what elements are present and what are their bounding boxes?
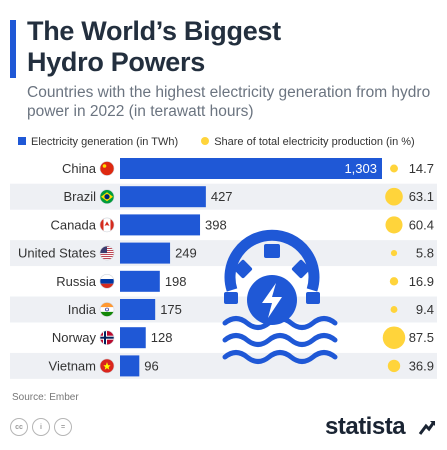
china-flag-icon — [99, 161, 115, 176]
share-value-label: 9.4 — [416, 302, 434, 317]
share-value-label: 5.8 — [416, 246, 434, 261]
row-band — [10, 240, 437, 267]
chart-title: The World’s Biggest Hydro Powers — [27, 16, 281, 78]
category-label: United States — [18, 246, 97, 261]
statista-logo-icon — [418, 421, 436, 435]
share-value-label: 63.1 — [409, 189, 434, 204]
vietnam-flag-icon — [99, 358, 115, 374]
generation-bar — [120, 327, 146, 349]
india-flag-icon — [99, 302, 115, 317]
generation-value-label: 128 — [151, 330, 173, 345]
generation-bar — [120, 158, 382, 179]
category-label: Russia — [56, 274, 97, 289]
share-dot — [390, 164, 398, 173]
attribution-icon[interactable]: i — [32, 418, 50, 436]
legend-bar-label: Electricity generation (in TWh) — [31, 136, 179, 148]
cc-icon[interactable]: cc — [10, 418, 28, 436]
no-derivatives-icon[interactable]: = — [54, 418, 72, 436]
bar-row-canada: Canada 398 60.4 — [50, 214, 434, 236]
source-note: Source: Ember — [12, 392, 79, 403]
generation-bar — [120, 186, 206, 208]
bar-row-united-states: United States 249 5.8 — [18, 242, 434, 264]
category-label: Vietnam — [49, 358, 96, 373]
generation-value-label: 398 — [205, 217, 227, 232]
category-label: Canada — [50, 217, 96, 232]
brand-logo[interactable]: statista — [325, 413, 406, 440]
bar-row-india: India 175 9.4 — [68, 299, 434, 320]
category-label: Norway — [52, 330, 97, 345]
hydro-power-icon — [222, 229, 338, 364]
chart-subtitle: Countries with the highest electricity g… — [27, 84, 431, 120]
share-value-label: 36.9 — [409, 358, 434, 373]
share-dot — [390, 306, 398, 313]
generation-value-label: 427 — [211, 189, 233, 204]
share-dot — [387, 359, 401, 373]
category-label: China — [62, 161, 97, 176]
bar-row-brazil: Brazil 427 63.1 — [63, 186, 434, 208]
legend-bar-swatch — [18, 137, 26, 145]
share-dot — [389, 277, 399, 286]
title-line-2: Hydro Powers — [27, 47, 205, 77]
brazil-flag-icon — [99, 189, 115, 204]
generation-bar — [120, 270, 160, 292]
category-label: India — [68, 302, 97, 317]
canada-flag-icon — [99, 217, 115, 233]
bar-row-russia: Russia 198 16.9 — [56, 270, 434, 292]
generation-bar — [120, 214, 201, 236]
generation-value-label: 175 — [160, 302, 182, 317]
generation-bar — [120, 242, 171, 264]
share-value-label: 16.9 — [409, 274, 434, 289]
russia-flag-icon — [99, 273, 115, 289]
title-accent-bar — [10, 20, 16, 78]
share-dot — [382, 326, 406, 349]
share-value-label: 60.4 — [409, 217, 434, 232]
bar-row-vietnam: Vietnam 96 36.9 — [49, 355, 434, 377]
bar-row-china: China 1,303 14.7 — [62, 158, 434, 179]
bar-row-norway: Norway 128 87.5 — [52, 326, 434, 349]
chart-legend: Electricity generation (in TWh) Share of… — [18, 136, 415, 148]
generation-bar — [120, 299, 156, 320]
share-dot — [385, 216, 403, 234]
share-value-label: 14.7 — [409, 161, 434, 176]
share-dot — [385, 187, 403, 206]
generation-value-label: 96 — [144, 358, 158, 373]
share-value-label: 87.5 — [409, 330, 434, 345]
row-band — [10, 296, 437, 323]
category-label: Brazil — [63, 189, 96, 204]
title-line-1: The World’s Biggest — [27, 16, 281, 46]
generation-value-label: 249 — [175, 246, 197, 261]
norway-flag-icon — [99, 330, 115, 346]
usa-flag-icon — [99, 245, 115, 261]
row-band — [10, 183, 437, 210]
generation-value-label: 198 — [165, 274, 187, 289]
license-icons: cc i = — [10, 418, 72, 436]
legend-dot-label: Share of total electricity production (i… — [214, 136, 415, 148]
generation-value-label: 1,303 — [344, 161, 377, 176]
row-bands — [10, 183, 437, 379]
bar-chart: China 1,303 14.7 Brazil 427 63.1 Canada 398 60.4… — [10, 158, 437, 379]
chart-rows: China 1,303 14.7 Brazil 427 63.1 Canada 398 60.4… — [18, 158, 434, 377]
legend-dot-swatch — [201, 137, 210, 145]
share-dot — [390, 250, 398, 257]
generation-bar — [120, 355, 140, 377]
